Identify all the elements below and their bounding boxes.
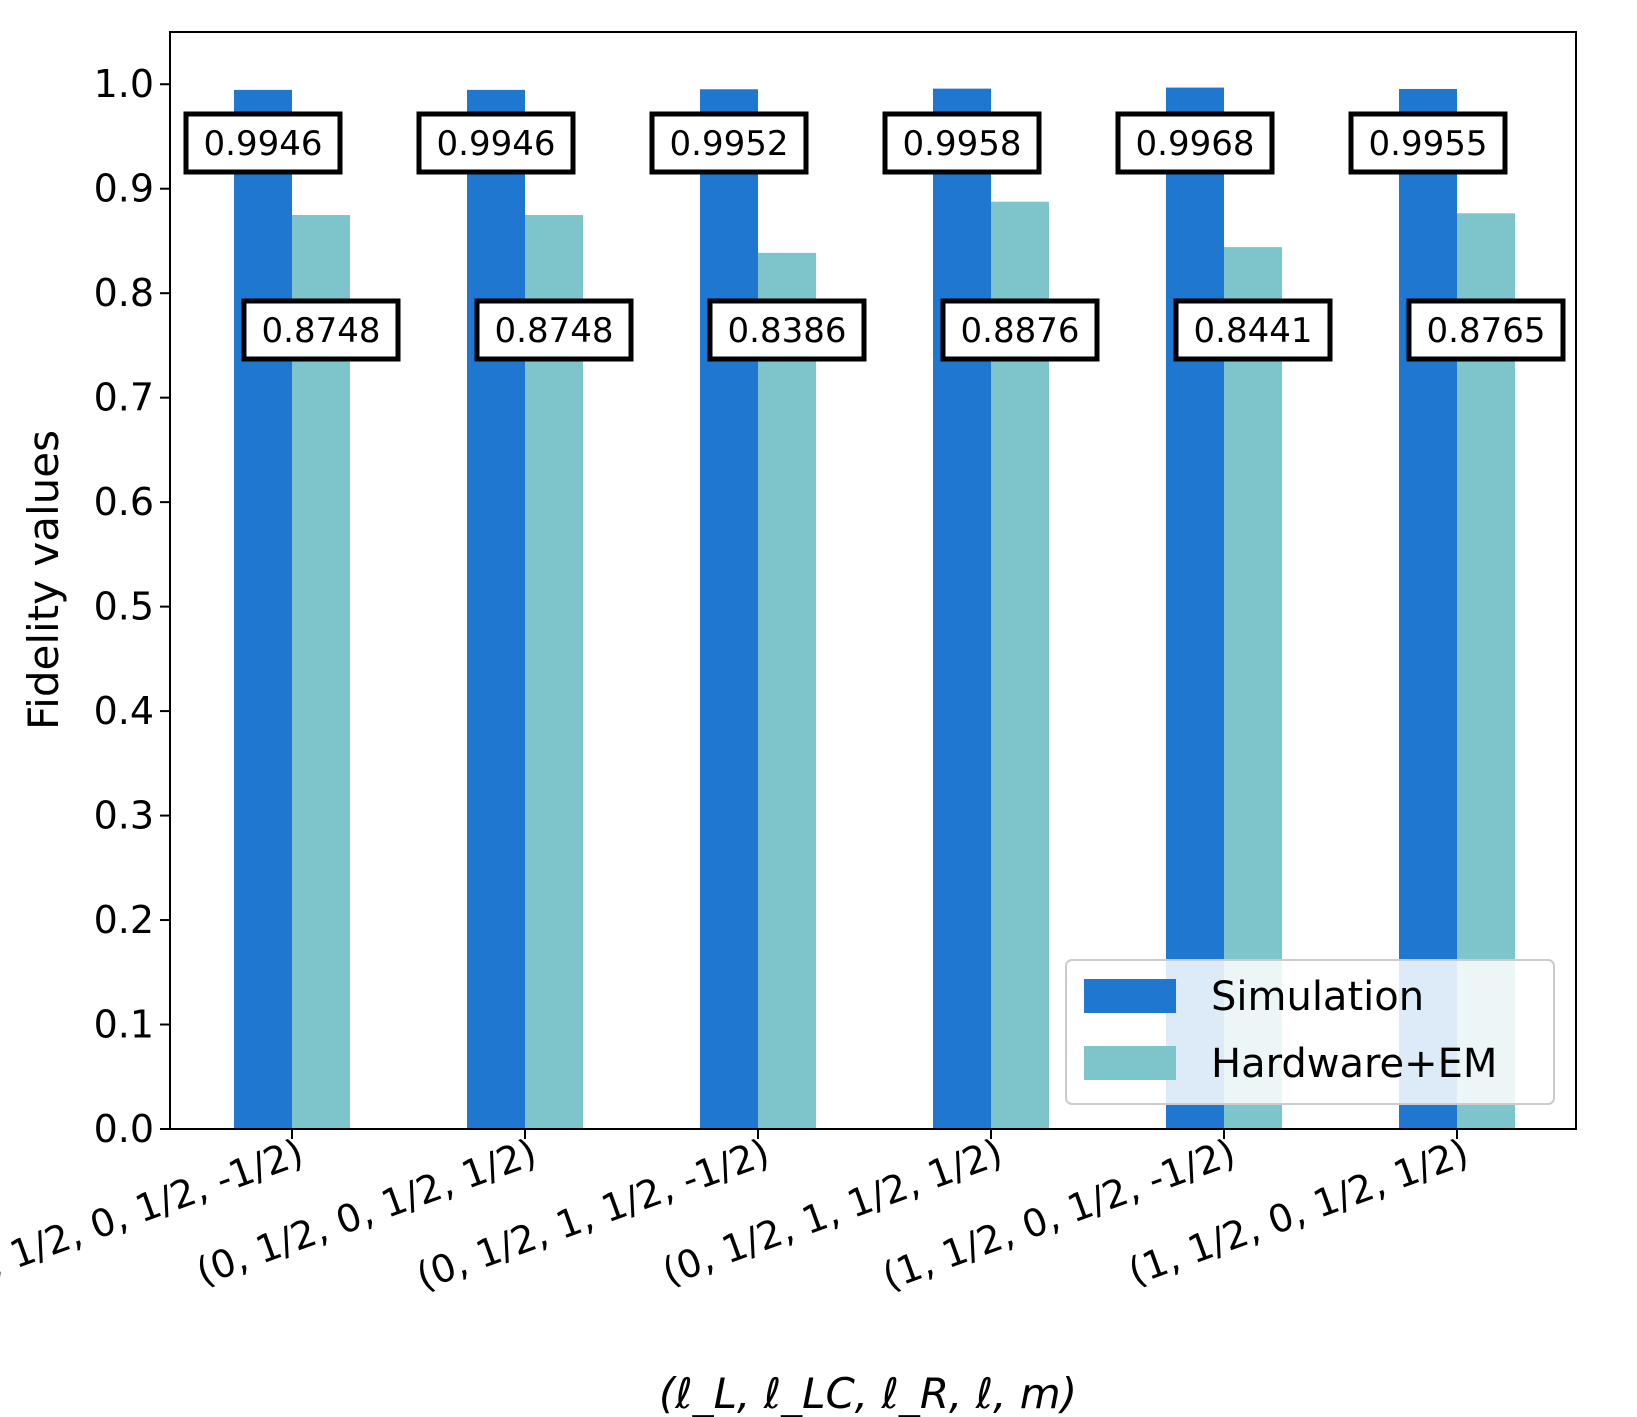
data-label-box (241, 298, 401, 362)
y-tick-label: 0.4 (94, 689, 154, 733)
plot-frame (169, 31, 1577, 1130)
data-label-hardware-em-5: 0.8765 (1427, 311, 1546, 351)
data-label-hardware-em-3: 0.8876 (961, 311, 1080, 351)
data-label-hardware-em-2: 0.8386 (728, 311, 847, 351)
bar-simulation-0 (234, 89, 292, 1130)
data-label-simulation-2: 0.9952 (670, 124, 789, 164)
y-tick-label: 0.3 (94, 794, 154, 838)
bar-simulation-5 (1399, 88, 1457, 1129)
data-label-simulation-5: 0.9955 (1369, 124, 1488, 164)
bar-simulation-3 (933, 88, 991, 1129)
data-label-box (1115, 111, 1275, 175)
data-label-box (474, 298, 634, 362)
data-label-simulation-0: 0.9946 (204, 124, 323, 164)
data-label-box (416, 111, 576, 175)
data-label-box (882, 111, 1042, 175)
bar-simulation-1 (467, 89, 525, 1130)
y-tick-label: 1.0 (94, 62, 154, 106)
legend-label-hardware-em: Hardware+EM (1211, 1041, 1497, 1087)
data-label-box (1173, 298, 1333, 362)
data-label-box (707, 298, 867, 362)
y-axis-title: Fidelity values (19, 430, 68, 730)
bars-layer (234, 87, 1515, 1130)
data-label-box (1348, 111, 1508, 175)
y-tick-label: 0.0 (94, 1107, 154, 1151)
data-label-simulation-4: 0.9968 (1136, 124, 1255, 164)
legend-swatch-hardware-em (1084, 1046, 1176, 1080)
data-label-hardware-em-1: 0.8748 (495, 311, 614, 351)
data-label-simulation-3: 0.9958 (903, 124, 1022, 164)
bar-simulation-4 (1166, 87, 1224, 1130)
y-tick-label: 0.8 (94, 271, 154, 315)
data-label-hardware-em-4: 0.8441 (1194, 311, 1313, 351)
y-tick-label: 0.2 (94, 898, 154, 942)
bar-hardware-em-2 (758, 252, 816, 1129)
data-label-box (649, 111, 809, 175)
x-tick-label: (0, 1/2, 0, 1/2, -1/2) (0, 1130, 309, 1299)
bar-hardware-em-1 (525, 215, 583, 1129)
data-label-box (940, 298, 1100, 362)
data-label-box (1406, 298, 1566, 362)
bar-simulation-2 (700, 89, 758, 1130)
data-label-hardware-em-0: 0.8748 (262, 311, 381, 351)
y-tick-label: 0.6 (94, 480, 154, 524)
bar-hardware-em-0 (292, 215, 350, 1129)
y-tick-label: 0.7 (94, 376, 154, 420)
labels-layer: 0.9946 0.9946 0.9952 0.9958 0.9968 0.9955 0.87… (183, 111, 1566, 362)
data-label-simulation-1: 0.9946 (437, 124, 556, 164)
legend-frame (1065, 959, 1555, 1105)
legend-swatch-simulation (1084, 979, 1176, 1013)
data-label-box (183, 111, 343, 175)
x-axis-title: (ℓ_L, ℓ_LC, ℓ_R, ℓ, m) (659, 1369, 1077, 1417)
y-tick-label: 0.5 (94, 585, 154, 629)
legend-label-simulation: Simulation (1211, 974, 1424, 1020)
y-tick-label: 0.1 (94, 1003, 154, 1047)
y-tick-label: 0.9 (94, 167, 154, 211)
legend: Simulation Hardware+EM (1065, 959, 1555, 1105)
